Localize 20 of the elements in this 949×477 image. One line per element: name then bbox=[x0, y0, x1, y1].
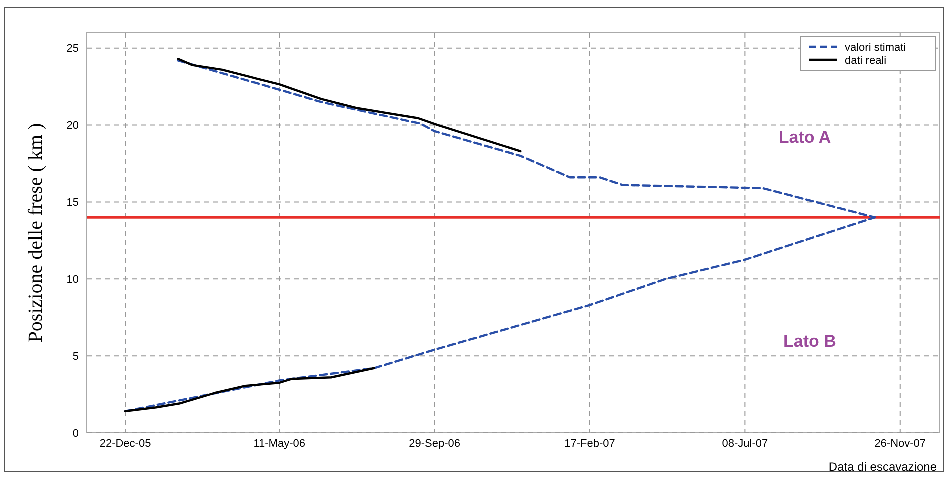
y-tick-label: 0 bbox=[72, 428, 79, 440]
x-tick-label: 08-Jul-07 bbox=[722, 438, 768, 450]
line-series bbox=[177, 58, 522, 153]
x-tick-label: 22-Dec-05 bbox=[100, 438, 152, 450]
y-axis-title: Posizione delle frese ( km ) bbox=[25, 123, 47, 343]
x-tick-label: 17-Feb-07 bbox=[564, 438, 616, 450]
y-tick-label: 15 bbox=[66, 197, 79, 210]
x-tick-label: 29-Sep-06 bbox=[409, 438, 460, 450]
y-tick-label: 5 bbox=[72, 350, 79, 363]
x-tick-label: 26-Nov-07 bbox=[874, 438, 926, 450]
legend-label: dati reali bbox=[845, 54, 887, 67]
x-axis-title: Data di escavazione bbox=[828, 460, 938, 474]
line-series bbox=[124, 367, 376, 413]
y-tick-label: 20 bbox=[66, 120, 79, 132]
legend-label: valori stimati bbox=[845, 42, 906, 54]
annotation: Lato A bbox=[778, 128, 832, 147]
y-tick-label: 10 bbox=[66, 274, 79, 286]
annotation: Lato B bbox=[784, 332, 836, 351]
y-tick-label: 25 bbox=[66, 43, 79, 56]
x-tick-label: 11-May-06 bbox=[254, 438, 306, 450]
